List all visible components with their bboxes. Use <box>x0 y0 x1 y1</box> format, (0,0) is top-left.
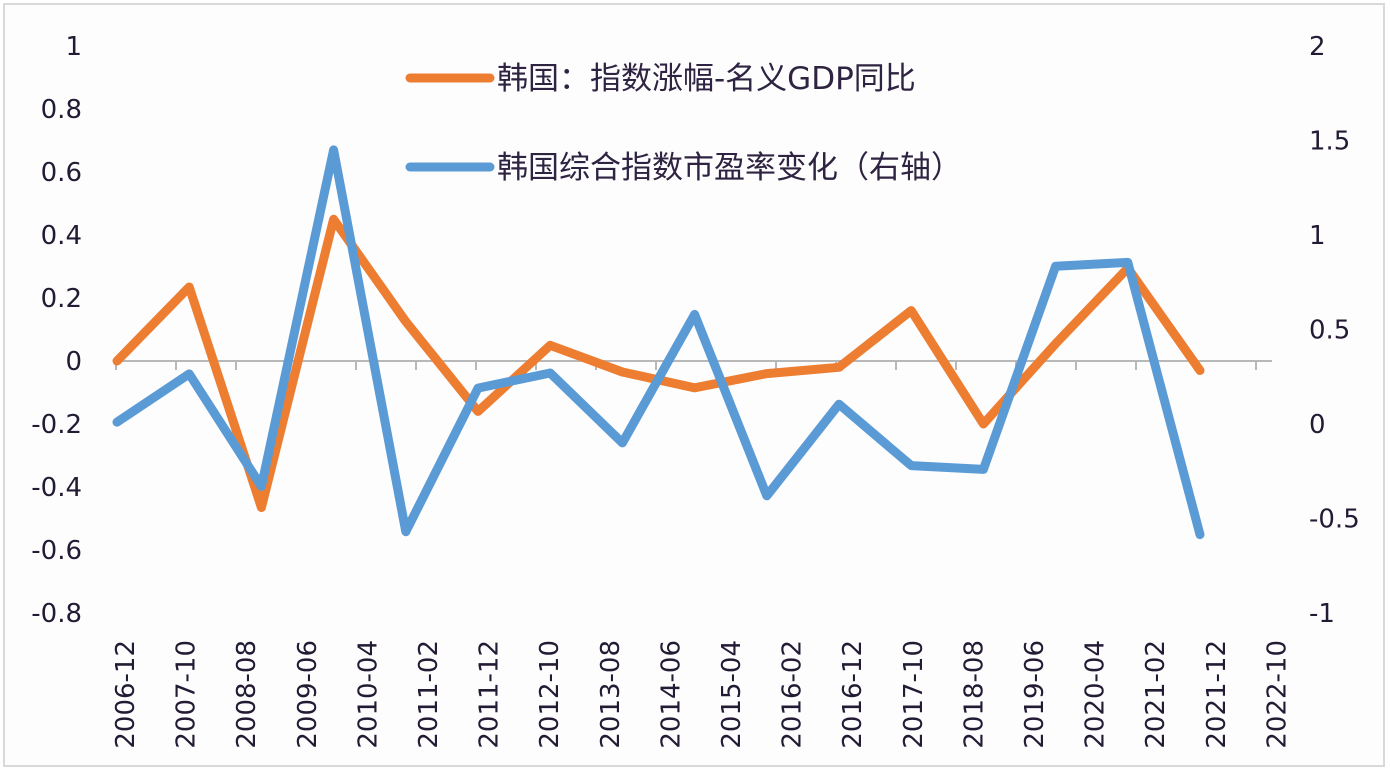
legend-item-gdp[interactable]: 韩国：指数涨幅-名义GDP同比 <box>405 61 916 97</box>
left-y-tick-label: 0.4 <box>41 221 82 251</box>
x-tick-label: 2013-08 <box>596 640 626 749</box>
left-y-tick-label: 0.2 <box>41 284 82 314</box>
x-tick-label: 2006-12 <box>111 640 141 749</box>
x-tick-label: 2009-06 <box>293 640 323 749</box>
right-y-axis: 2 1.5 1 0.5 0 -0.5 -1 <box>1309 32 1360 629</box>
left-y-tick-label: -0.6 <box>31 536 82 566</box>
x-tick-label: 2020-04 <box>1081 640 1111 749</box>
right-y-tick-label: 1.5 <box>1309 127 1350 157</box>
x-tick-label: 2016-02 <box>778 640 808 749</box>
right-y-tick-label: 0 <box>1309 410 1326 440</box>
left-y-tick-label: 0.8 <box>41 95 82 125</box>
x-tick-label: 2011-02 <box>414 640 444 749</box>
left-y-axis: 1 0.8 0.6 0.4 0.2 0 -0.2 -0.4 -0.6 -0.8 <box>31 32 82 629</box>
x-tick-label: 2008-08 <box>232 640 262 749</box>
legend-label-gdp: 韩国：指数涨幅-名义GDP同比 <box>497 61 916 97</box>
x-tick-label: 2022-10 <box>1262 640 1292 749</box>
right-y-tick-label: 1 <box>1309 221 1326 251</box>
legend-label-pe: 韩国综合指数市盈率变化（右轴） <box>497 150 962 186</box>
right-y-tick-label: -0.5 <box>1309 505 1360 535</box>
left-y-tick-label: -0.4 <box>31 473 82 503</box>
legend: 韩国：指数涨幅-名义GDP同比 韩国综合指数市盈率变化（右轴） <box>405 61 962 186</box>
x-tick-label: 2014-06 <box>656 640 686 749</box>
right-y-tick-label: 0.5 <box>1309 316 1350 346</box>
x-tick-label: 2012-10 <box>535 640 565 749</box>
x-tick-label: 2021-12 <box>1202 640 1232 749</box>
left-y-tick-label: 0 <box>65 347 82 377</box>
left-y-tick-label: 1 <box>65 32 82 62</box>
left-y-tick-label: 0.6 <box>41 158 82 188</box>
series-group <box>112 145 1205 540</box>
x-axis: 2006-12 2007-10 2008-08 2009-06 2010-04 2011-… <box>111 360 1292 749</box>
x-tick-label: 2021-02 <box>1141 640 1171 749</box>
right-y-tick-label: 2 <box>1309 32 1326 62</box>
x-tick-label: 2011-12 <box>475 640 505 749</box>
left-y-tick-label: -0.8 <box>31 599 82 629</box>
x-tick-label: 2015-04 <box>717 640 747 749</box>
x-tick-label: 2019-06 <box>1020 640 1050 749</box>
x-tick-label: 2010-04 <box>353 640 383 749</box>
x-tick-label: 2018-08 <box>959 640 989 749</box>
left-y-tick-label: -0.2 <box>31 410 82 440</box>
x-tick-label: 2007-10 <box>172 640 202 749</box>
legend-item-pe[interactable]: 韩国综合指数市盈率变化（右轴） <box>405 150 962 186</box>
right-y-tick-label: -1 <box>1309 599 1335 629</box>
series-line-gdp <box>112 214 1205 512</box>
x-tick-label: 2017-10 <box>899 640 929 749</box>
series-line-pe <box>112 145 1205 540</box>
x-tick-label: 2016-12 <box>838 640 868 749</box>
